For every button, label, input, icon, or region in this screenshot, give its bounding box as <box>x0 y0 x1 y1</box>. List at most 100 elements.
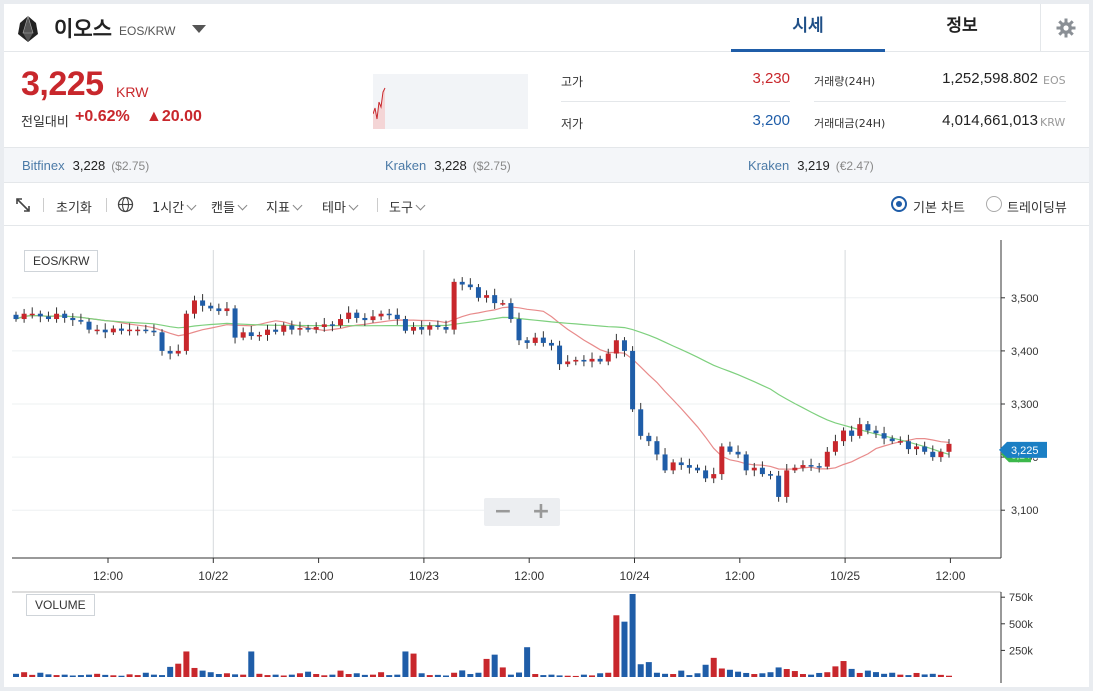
volume-bar <box>564 675 571 677</box>
zoom-out-button[interactable]: − <box>493 499 513 524</box>
candle-body <box>467 284 473 288</box>
volume-bar <box>718 668 725 677</box>
change-amount: ▲20.00 <box>146 108 202 125</box>
exchange-item[interactable]: Bitfinex 3,228 ($2.75) <box>22 158 149 173</box>
volume-bar <box>808 674 815 677</box>
candle-body <box>621 340 627 351</box>
tools-dropdown[interactable]: 도구 <box>389 197 426 216</box>
volume-bar <box>532 674 539 677</box>
tradingview-label[interactable]: 트레이딩뷰 <box>1007 201 1067 216</box>
candle-body <box>500 303 506 305</box>
volume-bar <box>21 672 28 677</box>
amount-unit: KRW <box>1040 116 1066 129</box>
candle-body <box>86 321 92 330</box>
exchange-item[interactable]: Kraken 3,219 (€2.47) <box>748 158 874 173</box>
divider <box>561 101 790 102</box>
candle-body <box>143 329 149 332</box>
price-tick-label: 3,400 <box>1011 346 1039 358</box>
candle-body <box>135 329 141 332</box>
candle-body <box>37 313 43 317</box>
candle-body <box>557 345 563 365</box>
candle-body <box>102 329 108 333</box>
expand-icon[interactable] <box>16 198 30 212</box>
candle-body <box>151 330 157 333</box>
zoom-in-button[interactable]: + <box>531 499 551 524</box>
exchange-item[interactable]: Kraken 3,228 ($2.75) <box>385 158 511 173</box>
volume-bar <box>86 674 93 677</box>
ma-long-line <box>15 314 950 455</box>
candle-body <box>394 314 400 320</box>
tab-market[interactable]: 시세 <box>731 4 885 52</box>
volume-bar <box>783 669 790 677</box>
volume-bar <box>840 661 847 677</box>
high-label: 고가 <box>561 75 584 89</box>
volume-unit: EOS <box>1043 74 1066 87</box>
basic-chart-radio[interactable] <box>891 196 907 212</box>
x-tick-label: 12:00 <box>935 569 965 583</box>
coin-selector-chevron-down-icon[interactable] <box>192 25 206 33</box>
x-tick-label: 10/22 <box>198 569 228 583</box>
candle-body <box>419 327 425 330</box>
volume-bar <box>353 673 360 677</box>
settings-button[interactable] <box>1040 4 1089 52</box>
candle-body <box>824 451 830 467</box>
candle-body <box>516 319 522 341</box>
candle-body <box>45 316 51 320</box>
globe-icon[interactable] <box>117 196 134 213</box>
volume-bar <box>215 674 222 677</box>
volume-bar <box>824 672 831 677</box>
candle-body <box>508 303 514 320</box>
volume-bar <box>848 668 855 677</box>
candle-body <box>118 328 124 331</box>
candle-body <box>589 358 595 362</box>
chart-toolbar: 초기화 1시간 캔들 지표 테마 도구 기본 차트 트레이딩뷰 <box>4 184 1089 226</box>
candle-body <box>200 300 206 306</box>
volume-bar <box>767 672 774 677</box>
volume-tick-label: 750k <box>1009 592 1033 604</box>
chevron-down-icon <box>348 200 359 211</box>
volume-bar <box>645 662 652 677</box>
volume-bar <box>159 675 166 677</box>
candle-body <box>21 313 27 320</box>
tab-info[interactable]: 정보 <box>946 16 978 36</box>
price-chart[interactable]: 3,5003,4003,3003,2003,10012:0010/2212:00… <box>4 226 1089 687</box>
exchange-name: Kraken <box>385 158 427 173</box>
volume-bar <box>921 674 928 677</box>
candle-body <box>597 358 603 362</box>
volume-bar <box>913 672 920 677</box>
candle-body <box>735 451 741 455</box>
candle-body <box>167 350 173 354</box>
exchange-usd: ($2.75) <box>111 159 150 173</box>
volume-bar <box>69 675 76 677</box>
candle-body <box>346 312 352 320</box>
candle-body <box>475 287 481 298</box>
candle-dropdown[interactable]: 캔들 <box>211 197 248 216</box>
volume-bar <box>702 664 709 677</box>
candle-body <box>646 435 652 442</box>
volume-tick-label: 250k <box>1009 645 1033 657</box>
theme-dropdown[interactable]: 테마 <box>322 197 359 216</box>
interval-dropdown[interactable]: 1시간 <box>152 197 197 216</box>
basic-chart-label[interactable]: 기본 차트 <box>913 201 965 216</box>
amount-label: 거래대금(24H) <box>814 117 886 130</box>
price-unit: KRW <box>116 84 149 100</box>
candle-body <box>727 446 733 452</box>
tradingview-radio[interactable] <box>986 196 1002 212</box>
x-tick-label: 10/24 <box>619 569 649 583</box>
volume-bar <box>491 654 498 677</box>
coin-pair: EOS/KRW <box>119 24 176 38</box>
candle-body <box>889 438 895 442</box>
volume-bar <box>13 673 19 677</box>
divider <box>814 101 1066 102</box>
indicator-dropdown[interactable]: 지표 <box>266 197 303 216</box>
toolbar-divider <box>106 198 107 212</box>
volume-bar <box>45 674 52 677</box>
candle-body <box>678 462 684 466</box>
volume-bar <box>662 673 669 677</box>
volume-bar <box>37 672 44 677</box>
zoom-controls: − + <box>484 498 560 526</box>
volume-bar <box>540 675 547 677</box>
volume-bar <box>629 594 636 677</box>
reset-button[interactable]: 초기화 <box>56 201 92 216</box>
volume-bar <box>516 672 523 677</box>
